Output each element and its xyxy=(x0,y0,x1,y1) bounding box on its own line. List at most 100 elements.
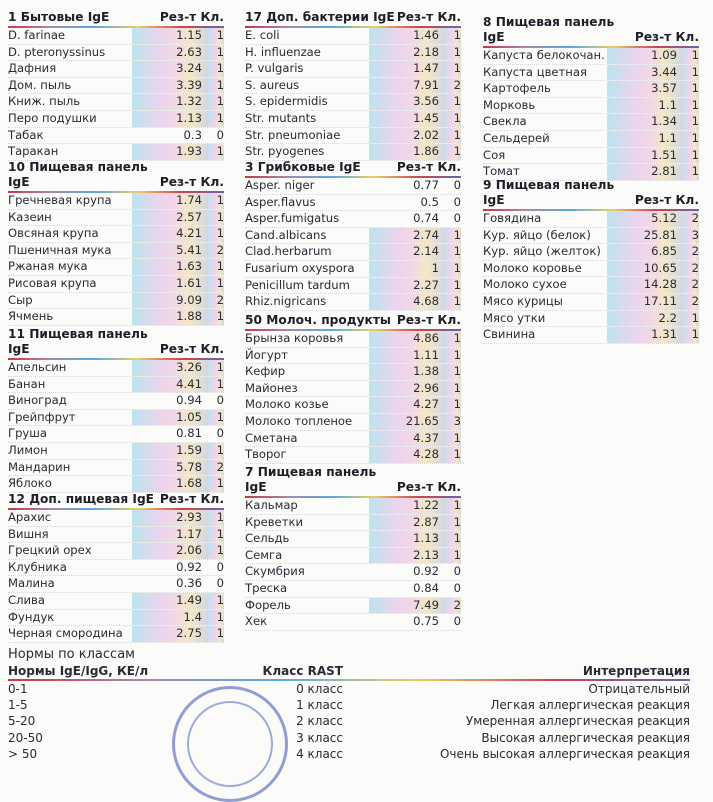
table-row: Сметана 4.37 1 xyxy=(245,430,461,448)
table-row: Апельсин 3.26 1 xyxy=(8,360,224,377)
allergen-name: Клубника xyxy=(8,559,67,574)
table-row: Табак 0.3 0 xyxy=(8,128,224,145)
table-row: Брынза коровья 4.86 1 xyxy=(245,331,461,348)
class-value: 1 xyxy=(445,531,461,547)
table-row: Свекла 1.34 1 xyxy=(483,114,699,131)
norm-range: 0-1 xyxy=(8,682,28,696)
result-value: 1.68 xyxy=(132,476,208,492)
class-value: 1 xyxy=(208,609,224,626)
table-row: Penicillum tardum 2.27 1 xyxy=(245,277,461,295)
result-value: 1.51 xyxy=(607,147,683,164)
allergen-name: Томат xyxy=(483,164,520,179)
class-value: 1 xyxy=(445,61,461,77)
table-row: Clad.herbarum 2.14 1 xyxy=(245,244,461,261)
panel: 7 Пищевая панель IgE Рез-т Кл. Кальмар 1… xyxy=(245,465,461,631)
class-value: 1 xyxy=(445,227,461,244)
column-headers: Рез-т Кл. xyxy=(397,10,461,25)
allergen-name: Слива xyxy=(8,592,45,607)
table-row: Картофель 3.57 1 xyxy=(483,81,699,98)
table-row: Asper.flavus 0.5 0 xyxy=(245,195,461,212)
result-value: 0.84 xyxy=(413,580,439,595)
allergen-name: Сельдь xyxy=(245,531,290,546)
class-value: 1 xyxy=(208,226,224,242)
result-value: 3.44 xyxy=(607,64,683,81)
allergen-name: Черная смородина xyxy=(8,626,123,641)
allergen-name: Молоко сухое xyxy=(483,277,567,292)
norms-title: Нормы по классам xyxy=(8,647,135,662)
class-value: 1 xyxy=(445,514,461,531)
result-value: 14.28 xyxy=(607,277,683,293)
table-row: Str. pneumoniae 2.02 1 xyxy=(245,127,461,145)
panel-title: 3 Грибковые IgE xyxy=(245,160,361,174)
result-value: 1.11 xyxy=(369,347,445,364)
table-row: Соя 1.51 1 xyxy=(483,147,699,165)
class-value: 0 xyxy=(453,614,461,629)
class-value: 1 xyxy=(208,510,224,526)
allergen-name: Фундук xyxy=(8,609,55,624)
class-value: 1 xyxy=(445,347,461,364)
class-value: 1 xyxy=(445,260,461,277)
result-value: 0.92 xyxy=(176,559,202,574)
class-value: 1 xyxy=(683,48,699,64)
panel-header: 12 Доп. пищевая IgE Рез-т Кл. xyxy=(8,492,224,510)
class-value: 2 xyxy=(445,597,461,614)
result-value: 1.1 xyxy=(607,97,683,114)
allergen-name: Брынза коровья xyxy=(245,331,344,345)
table-row: Скумбрия 0.92 0 xyxy=(245,564,461,581)
norm-range: 1-5 xyxy=(8,698,28,713)
class-value: 1 xyxy=(683,114,699,130)
panel-header: 3 Грибковые IgE Рез-т Кл. xyxy=(245,160,461,178)
table-row: Пшеничная мука 5.41 2 xyxy=(8,242,224,260)
class-header: Кл. xyxy=(437,160,461,174)
result-value: 4.68 xyxy=(369,294,445,310)
result-value: 4.86 xyxy=(369,331,445,347)
class-value: 1 xyxy=(208,110,224,127)
table-row: Арахис 2.93 1 xyxy=(8,510,224,527)
panel-title: 1 Бытовые IgE xyxy=(8,10,110,24)
table-row: Кальмар 1.22 1 xyxy=(245,498,461,515)
allergen-name: Апельсин xyxy=(8,360,67,374)
result-value: 1.74 xyxy=(132,193,208,209)
allergen-name: Творог xyxy=(245,447,287,462)
norms-header-class: Класс RAST xyxy=(262,664,343,678)
panel-header: 11 Пищевая панель IgE Рез-т Кл. xyxy=(8,327,224,360)
allergen-name: Сельдерей xyxy=(483,130,550,145)
class-value: 1 xyxy=(208,144,224,160)
class-value: 2 xyxy=(683,244,699,260)
allergen-name: Кур. яйцо (желток) xyxy=(483,244,601,259)
result-value: 1.59 xyxy=(132,442,208,459)
result-value: 1 xyxy=(369,260,445,277)
class-value: 2 xyxy=(683,260,699,277)
table-row: Яблоко 1.68 1 xyxy=(8,476,224,493)
class-value: 1 xyxy=(445,110,461,127)
class-value: 3 xyxy=(683,227,699,244)
table-row: Книж. пыль 1.32 1 xyxy=(8,94,224,111)
result-value: 3.24 xyxy=(132,61,208,77)
allergen-name: Гречневая крупа xyxy=(8,193,112,207)
allergen-name: Арахис xyxy=(8,510,52,524)
table-row: Молоко коровье 10.65 2 xyxy=(483,260,699,278)
allergen-name: Форель xyxy=(245,597,291,612)
result-value: 2.63 xyxy=(132,44,208,61)
allergen-name: Морковь xyxy=(483,97,536,112)
column-headers: Рез-т Кл. xyxy=(635,193,699,208)
result-value: 2.81 xyxy=(607,164,683,180)
class-header: Кл. xyxy=(200,10,224,24)
norm-interpretation: Отрицательный xyxy=(588,682,690,696)
result-value: 0.94 xyxy=(176,393,202,408)
table-row: Cand.albicans 2.74 1 xyxy=(245,227,461,245)
class-value: 1 xyxy=(208,409,224,426)
table-row: Asper. niger 0.77 0 xyxy=(245,178,461,195)
column-headers: Рез-т Кл. xyxy=(160,10,224,25)
table-row: Молоко топленое 21.65 3 xyxy=(245,413,461,431)
table-row: Говядина 5.12 2 xyxy=(483,211,699,228)
result-value: 1.05 xyxy=(132,409,208,426)
result-value: 7.91 xyxy=(369,77,445,94)
class-value: 1 xyxy=(445,498,461,514)
result-value: 1.13 xyxy=(132,110,208,127)
table-row: Молоко сухое 14.28 2 xyxy=(483,277,699,294)
result-value: 6.85 xyxy=(607,244,683,260)
allergen-name: Казеин xyxy=(8,209,52,224)
allergen-name: Говядина xyxy=(483,211,542,225)
result-value: 1.32 xyxy=(132,94,208,110)
